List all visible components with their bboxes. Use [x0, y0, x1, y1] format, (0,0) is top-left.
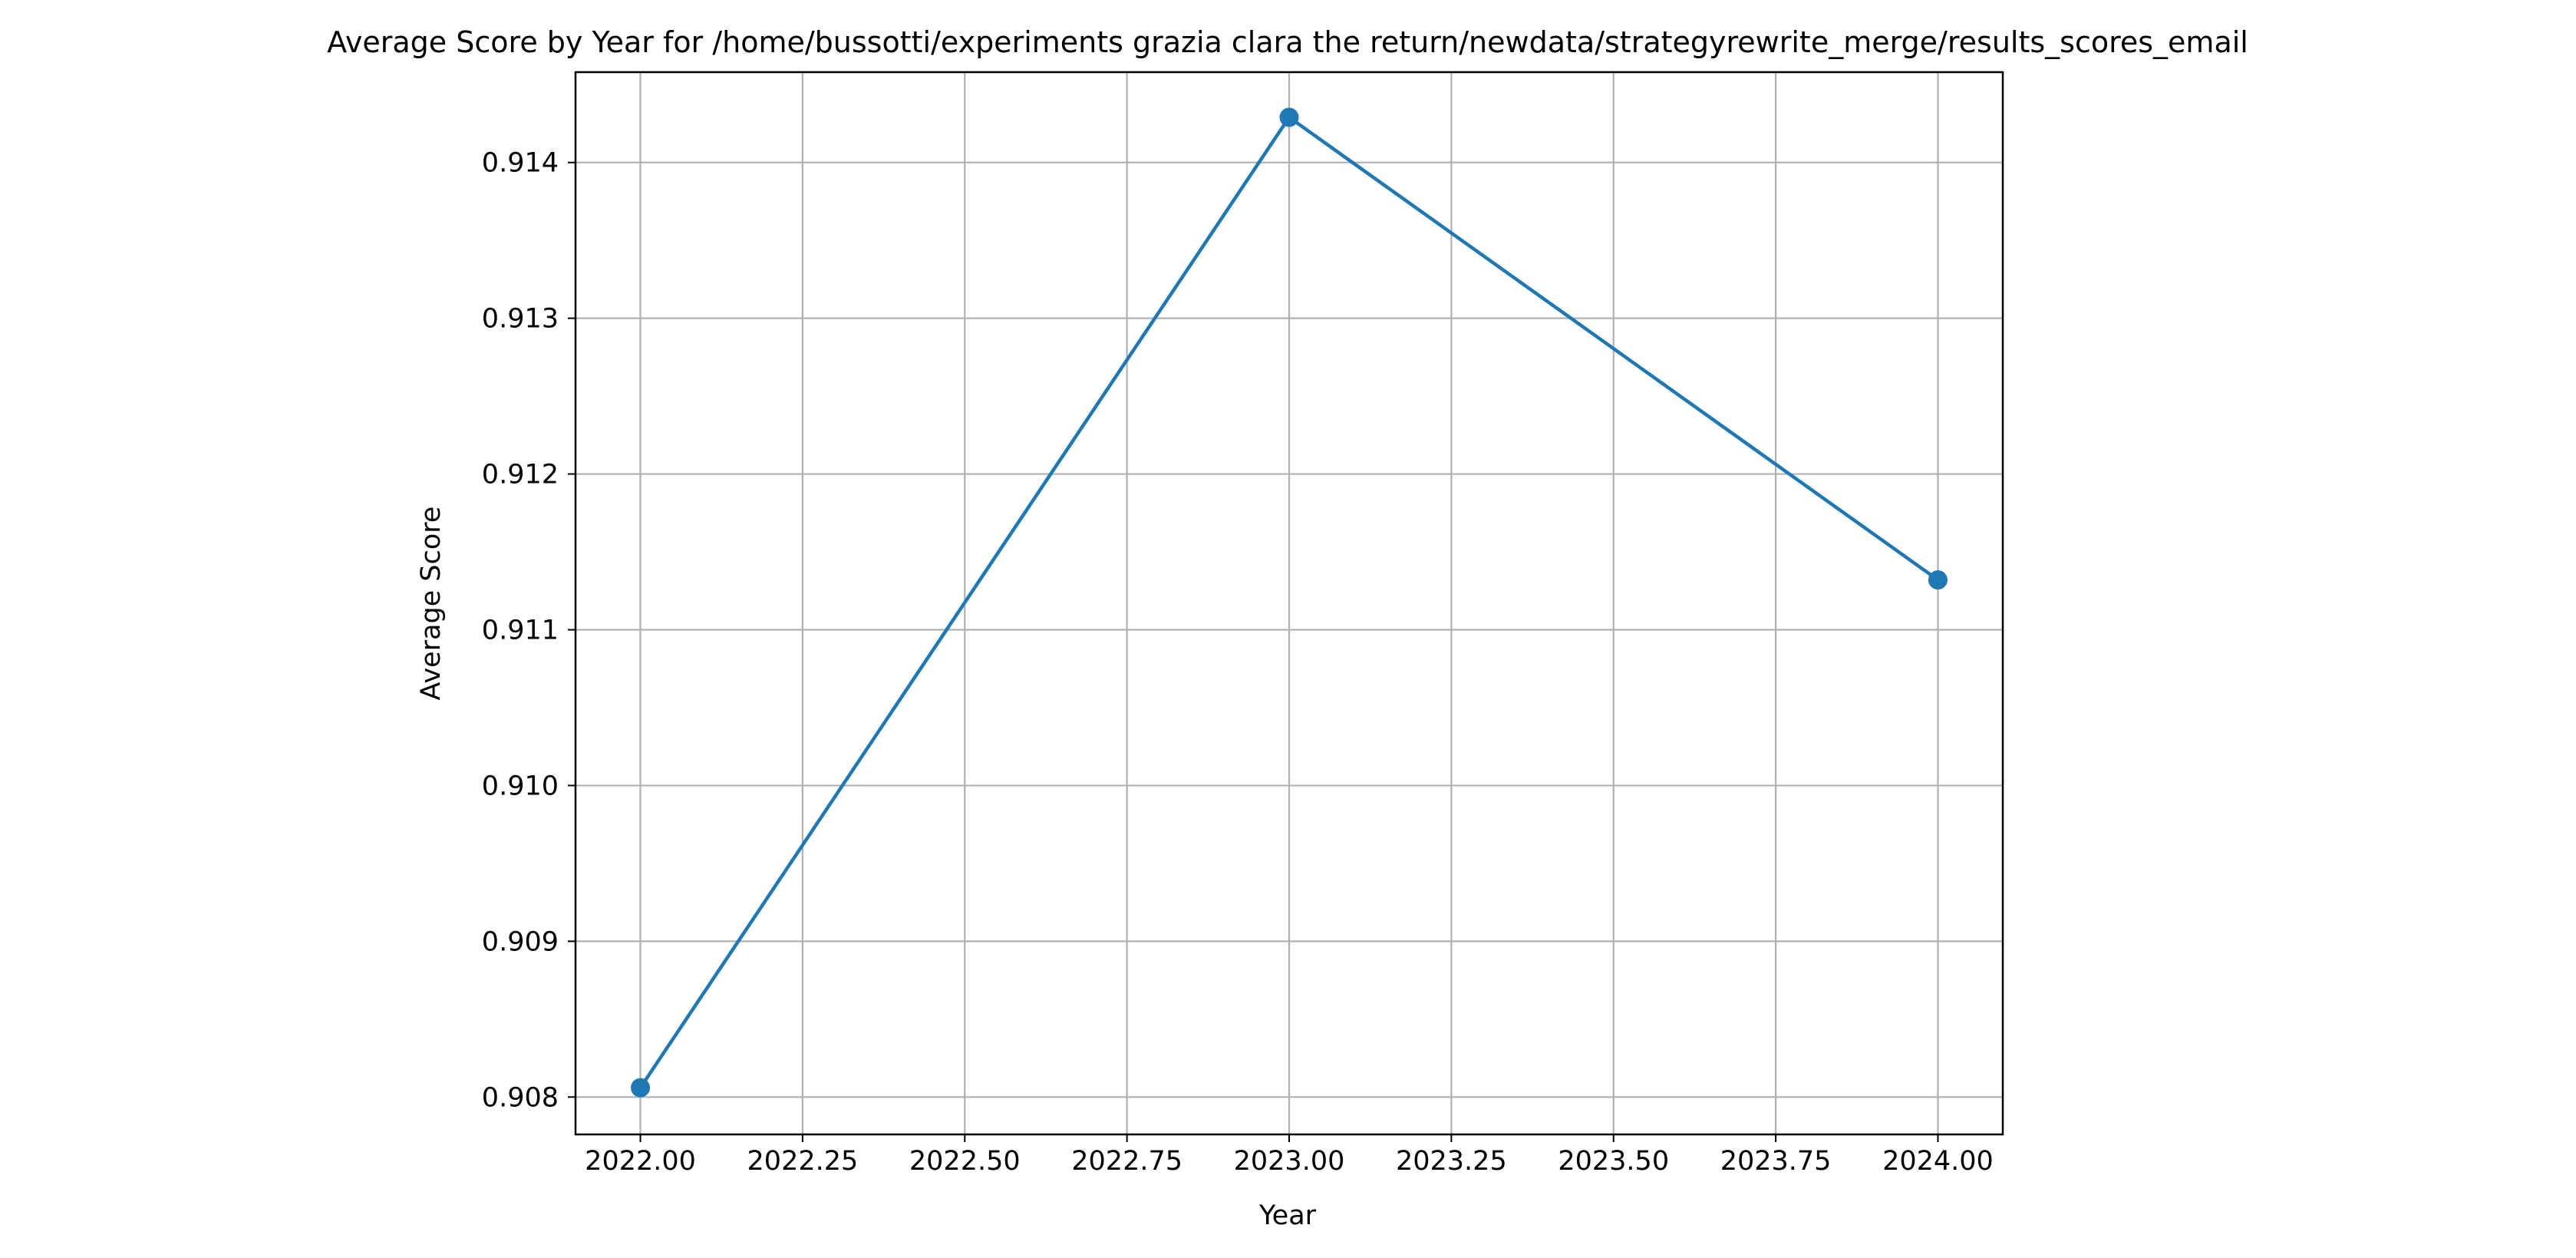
y-tick-label: 0.914	[482, 148, 559, 179]
chart-title: Average Score by Year for /home/bussotti…	[327, 25, 2248, 59]
data-point-marker	[1928, 570, 1948, 590]
y-tick-label: 0.912	[482, 460, 559, 490]
axis-ticks: 2022.00 2022.25 2022.50 2022.75 2023.00 2023.…	[482, 148, 1994, 1177]
y-tick-label: 0.909	[482, 926, 559, 957]
data-point-marker	[1279, 107, 1299, 127]
grid-lines	[576, 72, 2003, 1134]
x-tick-label: 2023.25	[1396, 1146, 1507, 1177]
x-tick-label: 2022.75	[1071, 1146, 1182, 1177]
x-tick-label: 2023.75	[1720, 1146, 1832, 1177]
x-tick-label: 2024.00	[1882, 1146, 1994, 1177]
y-tick-label: 0.913	[482, 304, 559, 335]
data-series	[631, 107, 1948, 1098]
y-tick-label: 0.911	[482, 615, 559, 646]
x-tick-label: 2022.25	[747, 1146, 859, 1177]
y-tick-label: 0.910	[482, 771, 559, 801]
x-tick-label: 2022.50	[909, 1146, 1021, 1177]
x-tick-label: 2022.00	[585, 1146, 696, 1177]
data-point-marker	[631, 1078, 651, 1098]
y-axis-label: Average Score	[416, 507, 447, 701]
y-tick-label: 0.908	[482, 1082, 559, 1113]
x-tick-label: 2023.50	[1558, 1146, 1669, 1177]
x-tick-label: 2023.00	[1234, 1146, 1345, 1177]
x-axis-label: Year	[1258, 1200, 1317, 1231]
